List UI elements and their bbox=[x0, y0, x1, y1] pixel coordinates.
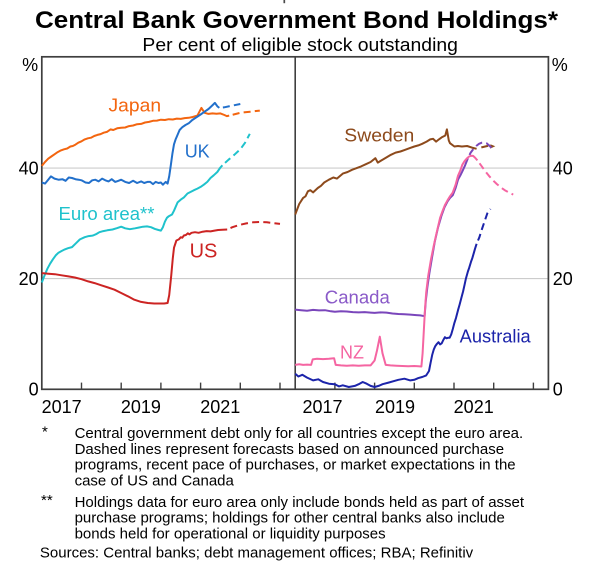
svg-text:*: * bbox=[42, 423, 48, 440]
svg-text:US: US bbox=[190, 241, 218, 263]
svg-text:20: 20 bbox=[553, 269, 573, 289]
svg-text:%: % bbox=[552, 55, 568, 75]
svg-text:purchase programs; holdings fo: purchase programs; holdings for other ce… bbox=[75, 510, 505, 527]
svg-text:Australia: Australia bbox=[460, 327, 532, 347]
svg-text:Central Bank Government Bond H: Central Bank Government Bond Holdings* bbox=[35, 7, 559, 34]
svg-text:Central government debt only f: Central government debt only for all cou… bbox=[75, 425, 524, 442]
svg-text:2019: 2019 bbox=[121, 397, 161, 417]
svg-text:40: 40 bbox=[553, 159, 573, 179]
svg-text:Sources: Central banks; debt m: Sources: Central banks; debt management … bbox=[40, 545, 474, 562]
svg-text:20: 20 bbox=[19, 269, 39, 289]
svg-text:Per cent of eligible stock out: Per cent of eligible stock outstanding bbox=[142, 34, 458, 55]
svg-text:%: % bbox=[22, 55, 38, 75]
svg-text:2017: 2017 bbox=[302, 397, 342, 417]
svg-text:2021: 2021 bbox=[454, 397, 494, 417]
svg-text:UK: UK bbox=[185, 142, 210, 162]
svg-text:40: 40 bbox=[19, 159, 39, 179]
svg-text:2019: 2019 bbox=[375, 397, 415, 417]
svg-text:2021: 2021 bbox=[200, 397, 240, 417]
svg-text:2017: 2017 bbox=[42, 397, 82, 417]
svg-text:**: ** bbox=[41, 492, 53, 509]
svg-text:0: 0 bbox=[29, 380, 39, 400]
svg-text:case of US and Canada: case of US and Canada bbox=[75, 472, 235, 489]
svg-text:programs, recent pace of purch: programs, recent pace of purchases, or m… bbox=[75, 457, 516, 474]
svg-text:Japan: Japan bbox=[109, 95, 162, 115]
svg-text:Dashed lines represent forecas: Dashed lines represent forecasts based o… bbox=[75, 441, 504, 458]
svg-text:Euro area**: Euro area** bbox=[59, 204, 155, 224]
svg-text:NZ: NZ bbox=[340, 343, 364, 363]
svg-text:Sweden: Sweden bbox=[344, 126, 414, 146]
svg-text:bonds held for operational or: bonds held for operational or liquidity … bbox=[75, 525, 386, 542]
svg-text:Holdings data for euro area on: Holdings data for euro area only include… bbox=[75, 494, 525, 511]
svg-text:Canada: Canada bbox=[325, 288, 391, 308]
svg-text:0: 0 bbox=[553, 380, 563, 400]
